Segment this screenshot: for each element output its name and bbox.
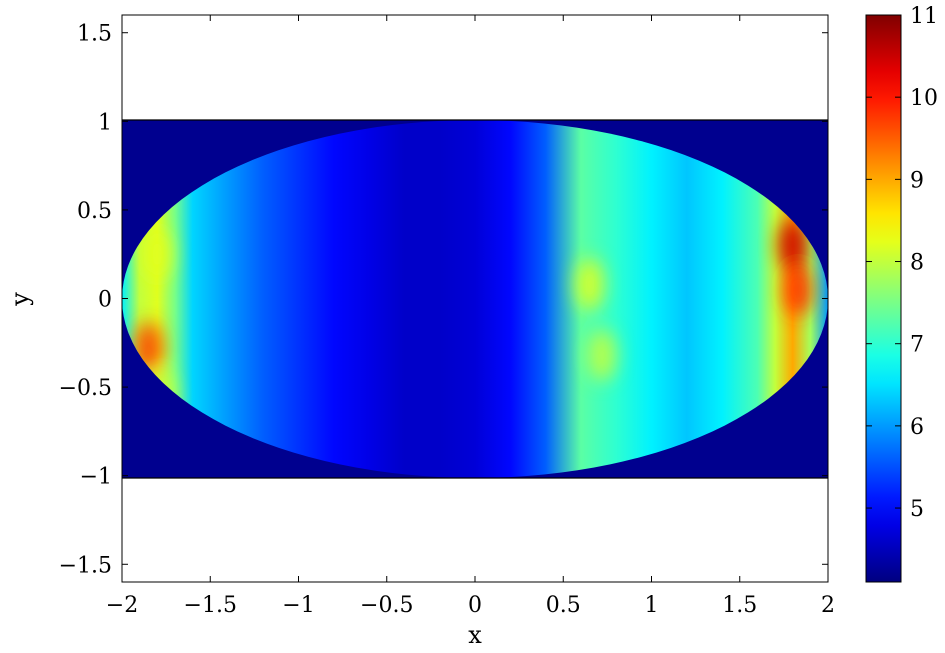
y-tick-label: −1 xyxy=(80,465,112,490)
colorbar-tick-label: 6 xyxy=(910,415,924,440)
x-tick-label: −0.5 xyxy=(360,593,413,618)
x-tick-label: −1 xyxy=(282,593,314,618)
hot-spot xyxy=(783,263,812,316)
plot-area: −2 −1.5 −1 −0.5 0 0.5 1 1.5 2 −1.5 −1 −0.5 0 0.5 1 1.5… xyxy=(6,14,835,649)
y-tick-label: 1 xyxy=(98,110,112,135)
x-tick-label: 1.5 xyxy=(722,593,757,618)
hot-spot xyxy=(143,228,172,281)
x-tick-label: 2 xyxy=(821,593,835,618)
colorbar-tick-label: 10 xyxy=(910,86,938,111)
y-tick-label: 0 xyxy=(98,288,112,313)
colorbar-fill xyxy=(865,14,902,583)
y-tick-label: 1.5 xyxy=(77,22,112,47)
y-tick-label: −1.5 xyxy=(59,553,112,578)
colorbar-tick-label: 11 xyxy=(910,4,938,29)
colorbar-tick-label: 5 xyxy=(910,497,924,522)
x-tick-label: −2 xyxy=(106,593,138,618)
x-tick-label: 0.5 xyxy=(546,593,581,618)
field-base xyxy=(122,120,828,478)
x-tick-label: 1 xyxy=(645,593,659,618)
field-ellipse xyxy=(122,120,828,478)
colorbar-tick-label: 8 xyxy=(910,251,924,276)
hot-spot xyxy=(778,219,807,272)
colorbar-ticks: 5 6 7 8 9 10 11 xyxy=(866,4,938,522)
colorbar-tick-label: 7 xyxy=(910,333,924,358)
y-axis-ticks: −1.5 −1 −0.5 0 0.5 1 1.5 xyxy=(59,22,828,578)
hot-spot xyxy=(588,329,617,382)
y-tick-label: −0.5 xyxy=(59,376,112,401)
x-axis-label: x xyxy=(468,621,482,649)
x-tick-label: −1.5 xyxy=(184,593,237,618)
y-axis-label: y xyxy=(6,292,34,307)
x-axis-ticks: −2 −1.5 −1 −0.5 0 0.5 1 1.5 2 xyxy=(106,15,835,618)
x-tick-label: 0 xyxy=(468,593,482,618)
colorbar-tick-label: 9 xyxy=(910,168,924,193)
y-tick-label: 0.5 xyxy=(77,199,112,224)
hot-spot xyxy=(575,258,604,311)
colorbar: 5 6 7 8 9 10 11 xyxy=(865,4,938,583)
